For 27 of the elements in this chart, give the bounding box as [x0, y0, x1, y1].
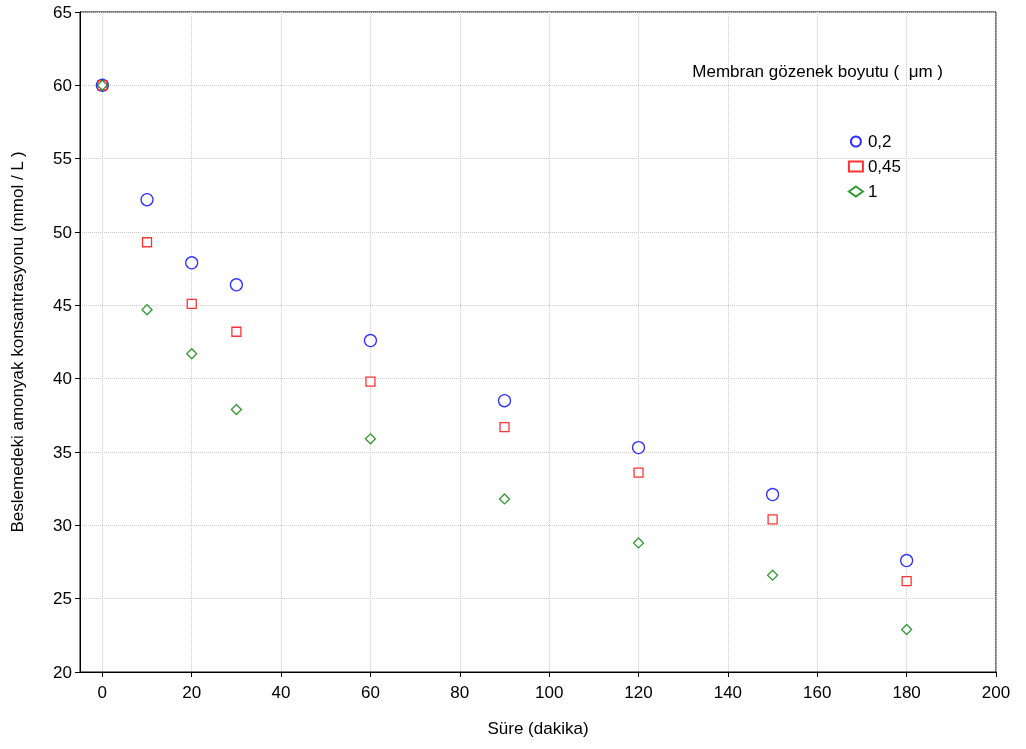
x-tick-label: 80: [450, 683, 470, 702]
x-tick-label: 0: [97, 683, 108, 702]
x-tick-label: 40: [271, 683, 291, 702]
x-tick-label: 140: [713, 683, 743, 702]
y-tick-label: 55: [53, 149, 72, 169]
y-tick-label: 50: [53, 222, 72, 242]
x-tick-label: 100: [534, 683, 564, 702]
x-tick-label: 200: [981, 683, 1011, 702]
y-tick-label: 45: [53, 295, 72, 315]
legend-label: 0,45: [867, 157, 902, 176]
y-tick-label: 40: [53, 369, 72, 389]
x-tick-label: 20: [182, 683, 202, 702]
y-axis-title: Beslemedeki amonyak konsantrasyonu (mmol / L ): [8, 151, 27, 533]
legend-label: 0,2: [867, 132, 892, 151]
x-tick-label: 160: [803, 683, 832, 702]
legend-label: 1: [867, 182, 878, 201]
y-tick-label: 35: [53, 442, 72, 462]
y-tick-label: 20: [53, 662, 72, 682]
x-axis-title: Süre (dakika): [487, 719, 589, 738]
y-tick-label: 30: [53, 515, 72, 535]
y-tick-label: 60: [53, 75, 72, 95]
x-tick-label: 120: [624, 683, 653, 702]
x-tick-label: 60: [360, 683, 380, 702]
y-tick-label: 65: [53, 2, 72, 22]
y-tick-label: 25: [53, 589, 72, 609]
legend-title: Membran gözenek boyutu ( μm ): [692, 62, 943, 81]
x-tick-label: 180: [892, 683, 921, 702]
